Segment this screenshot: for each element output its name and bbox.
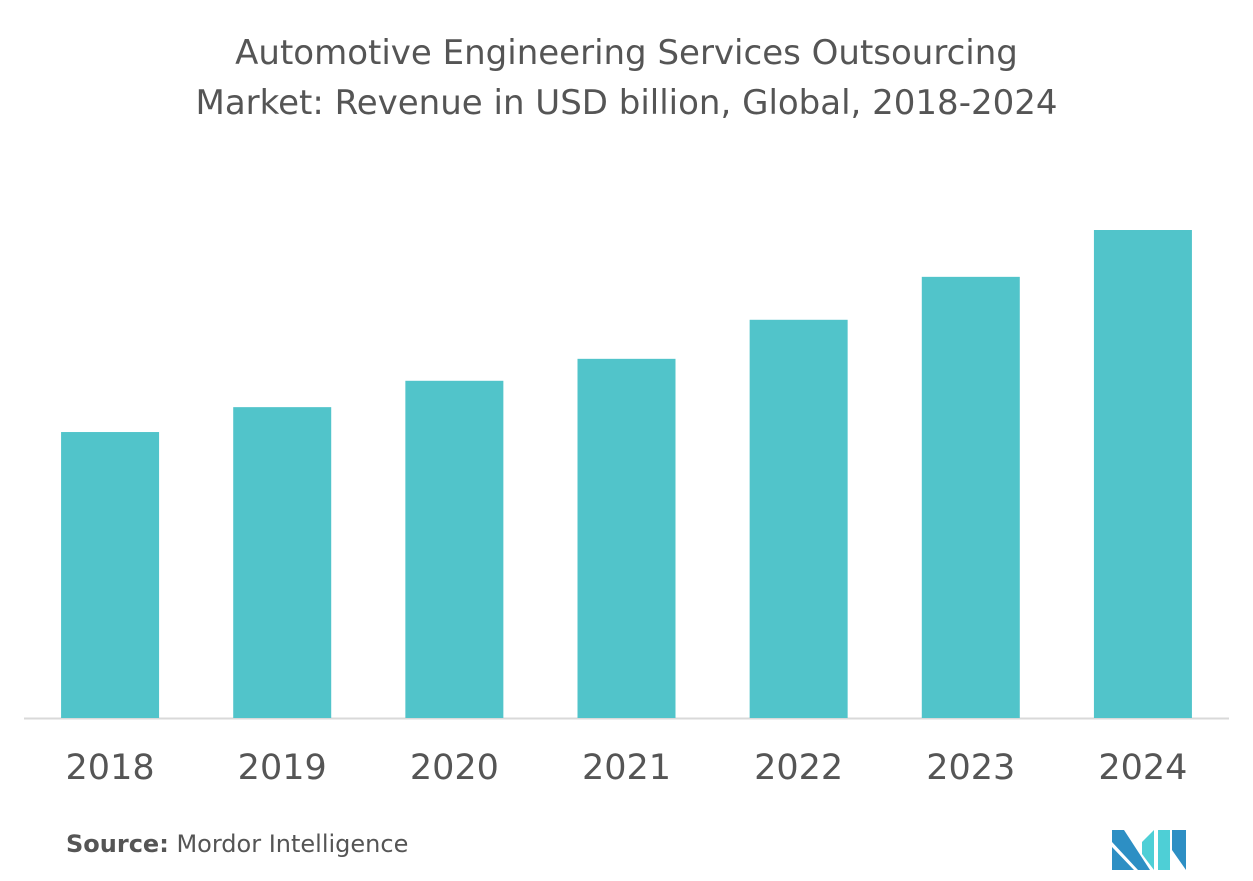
bar-2024: [1093, 230, 1192, 718]
title-line-2: Market: Revenue in USD billion, Global, …: [195, 83, 1058, 123]
logo-shape-3: [1142, 830, 1154, 870]
bar-2021: [577, 358, 676, 718]
logo-shape-4: [1158, 830, 1170, 870]
logo-shape-1: [1112, 830, 1150, 870]
x-tick-label-2020: 2020: [410, 748, 499, 788]
logo-shape-2: [1112, 847, 1134, 870]
bar-2018: [61, 432, 160, 718]
x-tick-label-2021: 2021: [582, 748, 671, 788]
x-tick-label-2024: 2024: [1098, 748, 1187, 788]
x-tick-label-2019: 2019: [238, 748, 327, 788]
source-note: Source: Mordor Intelligence: [66, 830, 408, 858]
x-tick-label-2022: 2022: [754, 748, 843, 788]
bar-2020: [405, 380, 504, 718]
chart-title: Automotive Engineering Services Outsourc…: [0, 28, 1253, 128]
source-text: Mordor Intelligence: [176, 830, 409, 858]
bar-2023: [921, 276, 1020, 718]
bar-2022: [749, 319, 848, 718]
x-tick-label-2023: 2023: [926, 748, 1015, 788]
source-label: Source:: [66, 830, 169, 858]
bar-2019: [233, 407, 332, 718]
x-tick-label-2018: 2018: [66, 748, 155, 788]
title-line-1: Automotive Engineering Services Outsourc…: [235, 33, 1018, 73]
logo-shape-5: [1172, 830, 1186, 870]
mordor-intelligence-logo: [1112, 830, 1186, 870]
